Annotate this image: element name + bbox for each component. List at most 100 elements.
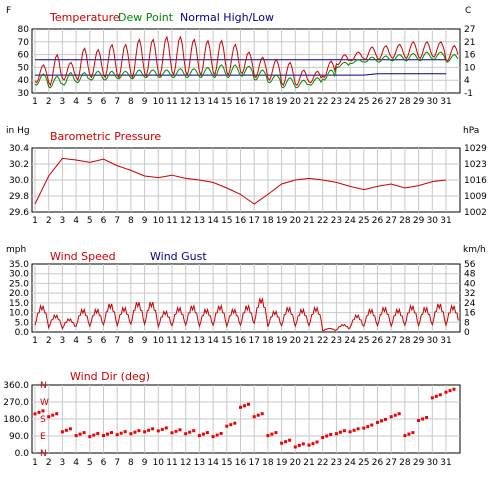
wind-dir-point [229, 423, 233, 427]
wind-dir-x-ticks: 1 2 3 4 5 6 7 8 9 10 11 12 13 14 15 16 17 18 19 20 21 22 23 24 2… [32, 458, 452, 468]
y-tick-label: 5.0 [15, 318, 30, 328]
x-tick-label: 4 [73, 458, 79, 468]
legend-wind-speed: Wind Speed [50, 250, 116, 263]
x-tick-label: 21 [303, 336, 314, 346]
wind-dir-point [215, 433, 219, 437]
wind-dir-point [307, 443, 311, 447]
wind-dir-point [421, 417, 425, 421]
wind-dir-series [33, 387, 456, 449]
wind-dir-point [297, 443, 301, 447]
wind-dir-point [219, 432, 223, 435]
x-tick-label: 21 [303, 458, 314, 468]
x-tick-label: 9 [142, 336, 148, 346]
x-tick-label: 19 [276, 216, 288, 226]
wind-dir-point [133, 430, 137, 434]
wind-dir-point [325, 434, 329, 438]
wind-dir-point [417, 419, 421, 422]
wind-dir-point [352, 428, 356, 432]
wind-dir-point [270, 432, 274, 436]
x-tick-label: 2 [46, 97, 52, 107]
wind-dir-point [184, 432, 188, 436]
wind-dir-point [321, 436, 325, 439]
y-tick-label: 270.0 [3, 398, 29, 408]
wind-dir-point [96, 432, 100, 435]
y-tick-label: 35.0 [9, 260, 29, 270]
wind-dir-point [60, 430, 64, 434]
x-tick-label: 16 [235, 458, 247, 468]
x-tick-label: 30 [427, 97, 439, 107]
temperature-line [34, 35, 459, 87]
wind-dir-point [438, 393, 442, 397]
x-tick-label: 6 [101, 458, 107, 468]
x-tick-label: 2 [46, 216, 52, 226]
wind-dir-point [397, 412, 401, 416]
y-tick-label: 50 [18, 63, 30, 73]
x-tick-label: 6 [101, 97, 107, 107]
wind-speed-x-ticks: 1 2 3 4 5 6 7 8 9 10 11 12 13 14 15 16 17 18 19 20 21 22 23 24 2… [32, 336, 452, 346]
x-tick-label: 25 [358, 458, 369, 468]
wind-dir-point [315, 440, 319, 444]
wind-dir-point [205, 431, 209, 435]
wind-dir-point [247, 402, 250, 406]
wind-dir-point [411, 431, 415, 435]
y-tick-label: 30.4 [9, 144, 29, 154]
temperature-right-unit: C [465, 6, 471, 16]
wind-dir-point [170, 431, 174, 435]
wind-dir-point [123, 430, 127, 434]
x-tick-label: 30 [427, 336, 439, 346]
x-tick-label: 13 [194, 216, 205, 226]
wind-dir-point [160, 427, 164, 431]
x-tick-label: 10 [153, 216, 165, 226]
y-tick-label-right: 16 [464, 309, 476, 319]
y-tick-label: 30.0 [9, 176, 29, 186]
x-tick-label: 3 [60, 216, 66, 226]
wind-dir-point [348, 430, 352, 434]
x-tick-label: 9 [142, 458, 148, 468]
y-tick-label-right: 24 [464, 299, 476, 309]
wind-dir-point [211, 435, 215, 439]
x-tick-label: 18 [262, 97, 274, 107]
x-tick-label: 30 [427, 458, 439, 468]
x-tick-label: 16 [235, 336, 247, 346]
wind-dir-point [452, 387, 456, 391]
y-tick-label: 30.0 [9, 270, 29, 280]
x-tick-label: 18 [262, 216, 274, 226]
wind-dir-point [115, 433, 119, 437]
x-tick-label: 5 [87, 336, 93, 346]
x-tick-label: 20 [290, 458, 302, 468]
x-tick-label: 25 [358, 336, 369, 346]
x-tick-label: 13 [194, 336, 205, 346]
x-tick-label: 23 [331, 97, 342, 107]
x-tick-label: 22 [317, 216, 328, 226]
y-tick-label-right: -1 [464, 89, 473, 99]
x-tick-label: 25 [358, 97, 369, 107]
x-tick-label: 5 [87, 97, 93, 107]
x-tick-label: 29 [413, 216, 425, 226]
wind-dir-point [164, 426, 168, 430]
wind-dir-point [243, 404, 246, 408]
wind-dir-point [88, 435, 92, 439]
compass-label: E [40, 432, 46, 442]
x-tick-label: 27 [385, 458, 396, 468]
wind-dir-point [37, 410, 41, 414]
y-tick-label-right: 27 [464, 25, 475, 35]
wind-dir-point [280, 441, 284, 445]
wind-dir-point [68, 427, 72, 431]
wind-speed-series [34, 298, 459, 332]
wind-dir-point [51, 413, 55, 417]
wind-speed-left-unit: mph [6, 245, 26, 255]
x-tick-label: 29 [413, 97, 425, 107]
x-tick-label: 19 [276, 458, 288, 468]
y-tick-label-right: 10 [464, 63, 476, 73]
x-tick-label: 14 [207, 336, 219, 346]
wind-dir-point [119, 431, 123, 435]
wind-dir-point [370, 423, 374, 427]
x-tick-label: 5 [87, 458, 93, 468]
wind-dir-point [425, 416, 429, 419]
wind-speed-y-ticks: 35.030.025.020.015.010.05.00.0 [9, 260, 29, 338]
y-tick-label: 30.2 [9, 160, 29, 170]
pressure-right-unit: hPa [463, 126, 479, 136]
wind-dir-point [362, 426, 366, 430]
wind-dir-point [64, 428, 68, 432]
